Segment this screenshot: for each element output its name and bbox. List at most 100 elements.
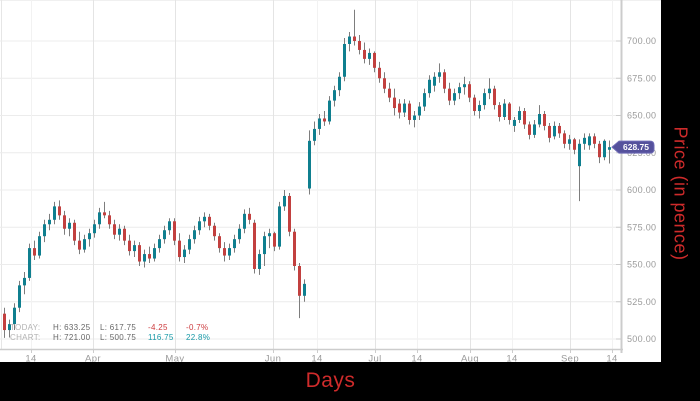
candlestick: [53, 201, 56, 225]
candlestick: [33, 240, 36, 261]
x-axis-title: Days: [305, 369, 356, 392]
y-tick-label: 575.00: [627, 222, 656, 232]
candlestick: [73, 219, 76, 246]
candlestick: [528, 121, 531, 140]
candlestick: [343, 38, 346, 82]
candlestick: [428, 75, 431, 98]
candlestick: [473, 94, 476, 116]
candlestick: [3, 307, 6, 338]
legend-row: CHART: H: 721.00 L: 500.75 116.75 22.8%: [10, 333, 210, 342]
x-tick-label: 14: [506, 354, 517, 363]
candlestick: [608, 140, 611, 164]
y-tick-label: 550.00: [627, 260, 656, 270]
candlestick: [108, 210, 111, 229]
candlestick: [328, 96, 331, 125]
candlestick: [208, 213, 211, 231]
candlestick: [283, 190, 286, 211]
candlestick: [23, 271, 26, 295]
candlestick: [448, 82, 451, 106]
candlestick: [538, 105, 541, 128]
candlestick: [443, 69, 446, 94]
legend-value: -0.7%: [186, 323, 208, 332]
candlestick: [588, 133, 591, 150]
candlestick: [548, 122, 551, 143]
candlestick: [603, 139, 606, 161]
candlestick: [413, 111, 416, 128]
candlestick: [368, 48, 371, 65]
candlestick: [228, 243, 231, 261]
candlestick: [558, 122, 561, 138]
legend-value: H: 633.25: [53, 323, 91, 332]
candlestick: [38, 231, 41, 259]
candlestick: [478, 100, 481, 119]
x-tick-label: 14: [606, 354, 617, 363]
candlestick: [553, 121, 556, 140]
candlestick: [398, 99, 401, 119]
candlestick: [268, 228, 271, 249]
candlestick: [373, 51, 376, 73]
candlestick: [543, 111, 546, 131]
legend-value: L: 617.75: [100, 323, 136, 332]
candlestick: [168, 218, 171, 235]
candlestick: [438, 63, 441, 83]
candlestick: [573, 137, 576, 155]
y-tick-label: 600.00: [627, 185, 656, 195]
candlestick: [98, 207, 101, 229]
candlestick: [288, 192, 291, 237]
candlestick: [13, 303, 16, 331]
candlestick: [83, 234, 86, 253]
candlestick: [358, 35, 361, 55]
x-tick-label: Aug: [461, 354, 479, 363]
y-axis-title-text: Price (in pence): [670, 126, 691, 261]
legend-value: L: 500.75: [100, 333, 136, 342]
candlestick: [223, 242, 226, 262]
candlestick: [463, 76, 466, 95]
x-tick-label: Jul: [368, 354, 381, 363]
legend-value: H: 721.00: [53, 333, 91, 342]
candlestick: [378, 61, 381, 83]
legend-row: TODAY: H: 633.25 L: 617.75 -4.25 -0.7%: [10, 323, 208, 332]
candlestick: [308, 130, 311, 195]
candlestick: [253, 219, 256, 274]
candlestick: [353, 9, 356, 46]
candlestick: [238, 224, 241, 244]
candlestick: [533, 119, 536, 138]
candlestick: [333, 85, 336, 107]
candlestick: [578, 139, 581, 202]
candlestick: [213, 222, 216, 241]
candlestick: [43, 219, 46, 243]
candlestick: [583, 133, 586, 150]
candlestick: [468, 81, 471, 103]
candlestick: [278, 201, 281, 250]
candlestick: [153, 243, 156, 262]
candlestick: [68, 218, 71, 237]
candlestick: [8, 319, 11, 338]
price-chart: 500.00525.00550.00575.00600.00625.00650.…: [0, 0, 661, 362]
x-tick-label: 14: [411, 354, 422, 363]
candlestick: [483, 88, 486, 110]
candlestick: [138, 242, 141, 266]
candlestick: [453, 88, 456, 106]
legend-value: -4.25: [148, 323, 168, 332]
candlestick: [598, 140, 601, 164]
candlestick: [418, 102, 421, 120]
candlestick: [273, 231, 276, 252]
candlestick: [508, 102, 511, 125]
candlestick: [383, 72, 386, 94]
candlestick: [58, 200, 61, 220]
last-price-badge: 628.75: [611, 140, 655, 154]
candlestick: [493, 85, 496, 110]
legend-value: 116.75: [148, 333, 174, 342]
candlestick: [18, 280, 21, 313]
candlestick: [158, 234, 161, 253]
candlestick: [218, 233, 221, 253]
x-tick-label: 14: [311, 354, 322, 363]
legend-value: CHART:: [10, 333, 41, 342]
x-tick-label: Jun: [265, 354, 282, 363]
candlestick: [323, 111, 326, 126]
candlestick: [123, 225, 126, 246]
candlestick: [133, 240, 136, 258]
x-tick-label: Sep: [561, 354, 579, 363]
candlestick: [193, 225, 196, 244]
